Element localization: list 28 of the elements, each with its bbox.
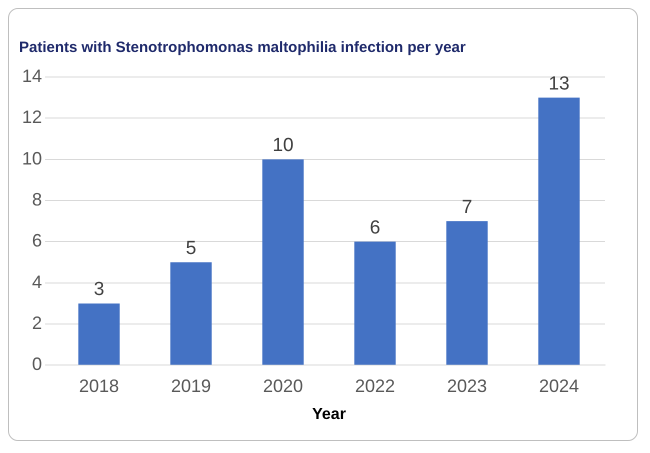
data-label: 5 [186,238,196,260]
y-tick-label: 2 [32,312,42,333]
data-label: 7 [462,196,472,218]
y-tick-label: 12 [22,107,42,128]
y-tick-label: 4 [32,272,42,292]
bar [262,159,304,365]
data-label: 10 [272,135,294,156]
x-tick-label: 2024 [538,376,580,396]
x-tick-label: 2019 [170,376,212,396]
bar [78,303,120,365]
data-label: 13 [548,73,570,94]
x-tick-label: 2018 [78,376,120,396]
bar [446,221,488,365]
y-tick-label: 14 [22,66,42,86]
chart-title: Patients with Stenotrophomonas maltophilia infection per year [19,39,466,56]
x-tick-label: 2020 [262,376,304,396]
y-tick-label: 10 [22,148,42,168]
bar [170,262,212,365]
x-tick-label: 2022 [354,376,396,396]
x-axis-title: Year [312,406,346,423]
bar [354,242,396,365]
x-tick-label: 2023 [446,376,488,396]
y-tick-label: 0 [32,354,42,374]
y-tick-label: 6 [32,230,42,251]
data-label: 3 [94,279,104,300]
bar [538,98,580,365]
data-label: 6 [370,217,380,238]
y-tick-label: 8 [32,189,42,210]
